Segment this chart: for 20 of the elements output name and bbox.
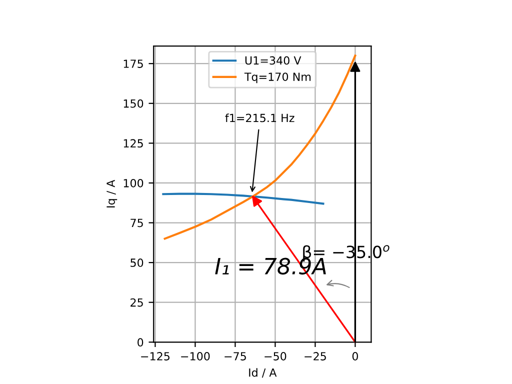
legend-label: Tq=170 Nm — [244, 72, 311, 84]
x-tick-label: −50 — [264, 352, 286, 360]
y-axis-title: Iq / A — [106, 180, 118, 208]
y-tick-label: 25 — [130, 298, 143, 307]
x-tick-label: 0 — [352, 352, 358, 360]
x-tick-label: −125 — [141, 352, 170, 360]
x-axis-title: Id / A — [249, 368, 277, 378]
line-series — [164, 54, 356, 240]
legend-label: U1=340 V — [245, 56, 302, 65]
annotation: f1=215.1 Hz — [225, 114, 294, 122]
y-tick-label: 175 — [124, 60, 143, 68]
x-tick-label: −25 — [304, 352, 326, 360]
y-tick-label: 150 — [124, 99, 144, 108]
y-tick-label: 0 — [138, 338, 144, 347]
y-tick-label: 50 — [130, 258, 144, 267]
x-tick-label: −75 — [224, 352, 246, 360]
y-tick-label: 75 — [130, 218, 143, 228]
y-tick-label: 125 — [124, 139, 143, 148]
x-tick-label: −100 — [181, 352, 210, 360]
y-tick-label: 100 — [124, 178, 144, 188]
